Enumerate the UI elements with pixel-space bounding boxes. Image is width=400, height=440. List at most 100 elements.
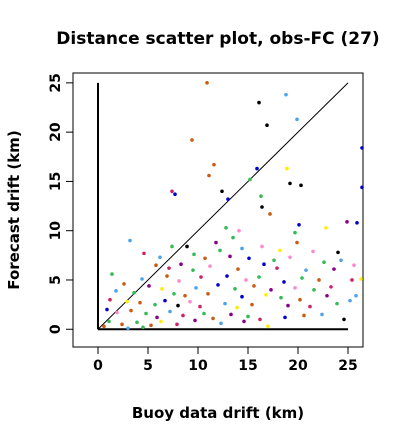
data-point [220, 189, 224, 194]
data-point [179, 262, 183, 267]
data-point [295, 240, 299, 245]
x-tick-label: 10 [188, 358, 208, 374]
y-tick-label: 5 [48, 275, 64, 285]
data-point [288, 255, 292, 260]
data-point [295, 117, 299, 122]
data-point [360, 185, 364, 190]
data-point [168, 309, 172, 314]
data-point [336, 250, 340, 255]
reference-line-identity [97, 82, 349, 330]
x-axis: 0 5 10 15 20 25 [93, 347, 358, 374]
data-point [203, 256, 207, 261]
data-point [262, 262, 266, 267]
data-point [335, 301, 339, 306]
data-point [135, 320, 139, 325]
data-point [317, 278, 321, 282]
data-point [107, 319, 111, 324]
data-point [177, 279, 181, 283]
data-point [212, 162, 216, 167]
data-point [224, 225, 228, 230]
data-point [244, 278, 248, 282]
data-point [293, 230, 297, 235]
y-tick-label: 25 [48, 73, 64, 92]
data-point [352, 263, 356, 267]
data-point [258, 317, 262, 322]
y-tick-label: 15 [48, 172, 64, 191]
data-point [278, 248, 282, 253]
data-point [155, 315, 159, 320]
data-point [247, 256, 251, 261]
data-point [142, 251, 146, 256]
y-axis: 0 5 10 15 20 25 [48, 73, 73, 334]
data-point [140, 277, 144, 281]
data-point [233, 287, 237, 291]
data-point [110, 272, 114, 276]
y-tick-label: 0 [48, 324, 64, 334]
y-tick-label: 20 [48, 122, 64, 142]
data-point [128, 238, 132, 243]
data-point [345, 220, 349, 224]
x-tick-label: 25 [338, 358, 357, 374]
data-point [355, 221, 359, 225]
y-tick-label: 10 [48, 221, 64, 241]
data-point [120, 322, 124, 327]
data-point [312, 288, 316, 292]
plot-frame [72, 72, 364, 348]
x-tick-label: 15 [238, 358, 257, 374]
data-point [255, 166, 259, 171]
data-point [214, 240, 218, 245]
data-point [129, 308, 133, 313]
data-point [240, 294, 244, 299]
data-point [264, 292, 268, 297]
data-point [304, 268, 308, 272]
data-point [275, 266, 279, 270]
data-point [332, 267, 336, 271]
data-point [325, 293, 329, 298]
data-point [199, 275, 203, 279]
data-point [198, 304, 202, 309]
data-point [105, 307, 109, 312]
data-point [288, 181, 292, 186]
data-point [260, 244, 264, 249]
data-point [122, 282, 126, 286]
data-point [159, 319, 163, 324]
data-point [202, 311, 206, 316]
data-point [170, 244, 174, 249]
data-point [237, 228, 241, 233]
data-point [300, 276, 304, 280]
data-point [167, 266, 171, 270]
data-point [194, 286, 198, 290]
data-point [257, 100, 261, 105]
data-point [322, 260, 326, 265]
data-point [257, 275, 261, 279]
data-point [185, 244, 189, 249]
data-point [231, 235, 235, 240]
data-point [297, 222, 301, 227]
data-point [165, 274, 169, 278]
data-point [286, 303, 290, 308]
data-point [285, 166, 289, 171]
data-point [354, 293, 358, 298]
data-point [350, 278, 354, 282]
data-point [163, 298, 167, 303]
data-point [183, 293, 187, 298]
data-point [272, 258, 276, 263]
data-point [149, 323, 153, 328]
data-point [284, 92, 288, 97]
data-point [228, 254, 232, 259]
data-point [170, 189, 174, 194]
data-point [205, 81, 209, 85]
data-point [342, 317, 346, 322]
data-point [299, 183, 303, 188]
data-point [193, 318, 197, 323]
data-point [236, 267, 240, 271]
data-point [138, 300, 142, 305]
data-point [269, 288, 273, 292]
data-point [226, 197, 230, 201]
data-point [308, 304, 312, 309]
data-point [320, 312, 324, 317]
data-point [126, 326, 130, 331]
y-axis-label: Forecast drift (km) [5, 130, 23, 289]
data-point [160, 287, 164, 291]
x-tick-label: 0 [93, 358, 103, 374]
